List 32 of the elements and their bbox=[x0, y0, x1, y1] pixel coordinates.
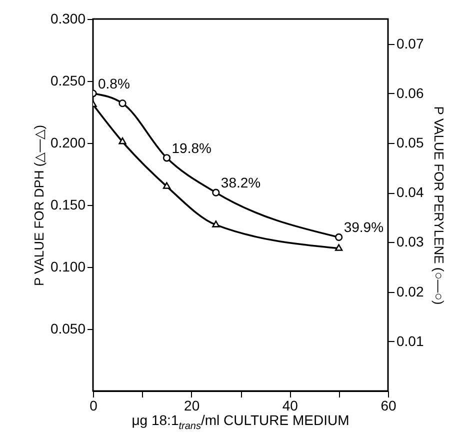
point bbox=[118, 100, 126, 108]
y-tick-label: 0.100 bbox=[50, 258, 86, 274]
point bbox=[162, 182, 171, 189]
point bbox=[118, 137, 126, 144]
y-axis-title: P VALUE FOR DPH (△—△) bbox=[31, 124, 46, 286]
point bbox=[335, 244, 343, 251]
annotation: 19.8% bbox=[172, 140, 212, 156]
y2-tick-label: 0.05 bbox=[396, 134, 424, 150]
x-tick-label: 0 bbox=[90, 398, 98, 414]
x-axis-title: μg 18:1$_{trans}$/ml CULTURE MEDIUM bbox=[130, 412, 350, 432]
x-tick-label: 20 bbox=[184, 398, 200, 414]
y-tick-label: 0.300 bbox=[50, 10, 86, 26]
point bbox=[212, 188, 220, 196]
point bbox=[335, 233, 343, 242]
x-tick-label: 60 bbox=[380, 398, 396, 414]
y2-tick-label: 0.06 bbox=[396, 84, 424, 101]
annotation: 38.2% bbox=[220, 174, 261, 191]
y2-axis-title: P VALUE FOR PERYLENE (○—○) bbox=[432, 106, 447, 305]
x-tick-label: 40 bbox=[282, 398, 298, 414]
point bbox=[212, 220, 220, 228]
y2-tick-label: 0.01 bbox=[396, 332, 424, 349]
y2-tick-label: 0.03 bbox=[396, 234, 424, 250]
y-tick-label: 0.050 bbox=[50, 320, 86, 336]
y-tick-label: 0.250 bbox=[50, 72, 86, 88]
annotation: 39.9% bbox=[344, 219, 384, 236]
annotation: 0.8% bbox=[98, 75, 130, 92]
y2-tick-label: 0.04 bbox=[396, 184, 424, 200]
point bbox=[162, 154, 171, 162]
y-tick-label: 0.200 bbox=[50, 134, 86, 150]
y2-tick-label: 0.02 bbox=[396, 283, 424, 300]
y-tick-label: 0.150 bbox=[50, 196, 86, 212]
y2-tick-label: 0.07 bbox=[396, 35, 424, 52]
